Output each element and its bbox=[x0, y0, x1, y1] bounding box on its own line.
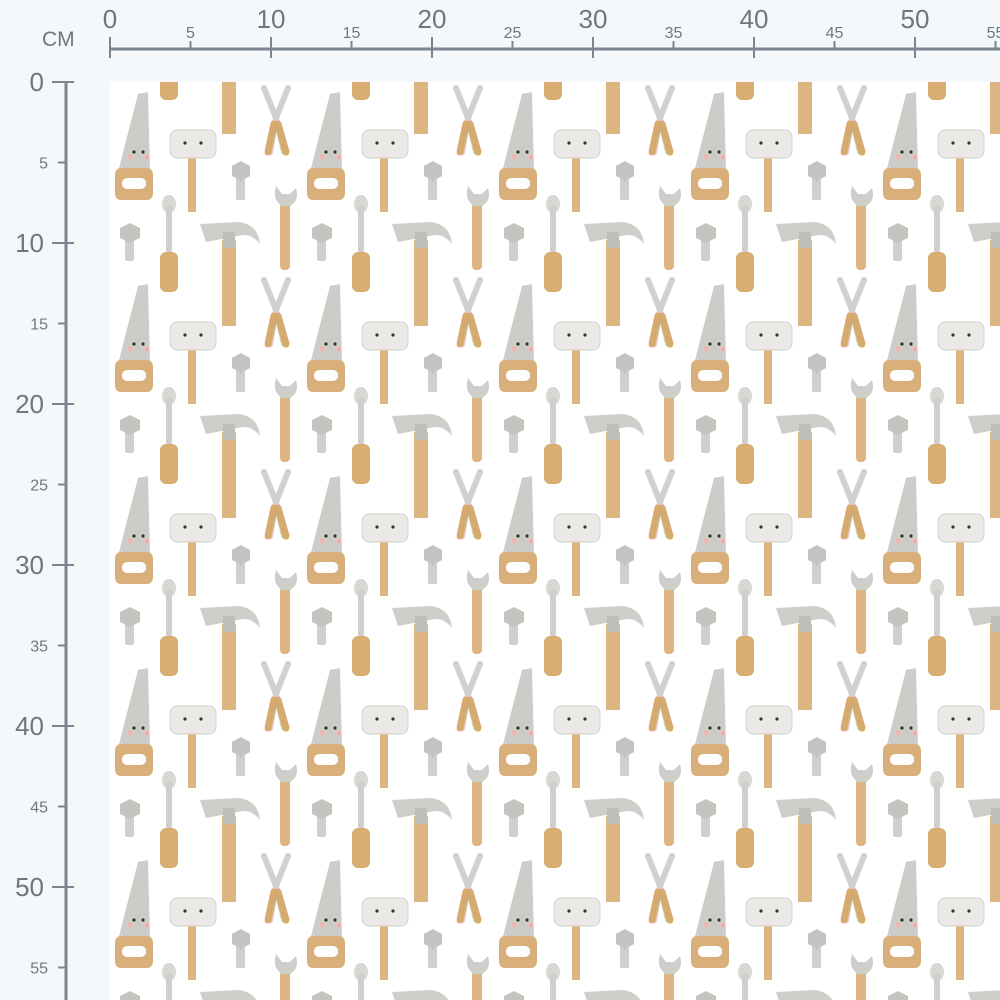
ruler-left-label: 0 bbox=[30, 67, 44, 97]
ruler-left-label: 55 bbox=[30, 961, 48, 978]
ruler-left-label: 30 bbox=[15, 550, 44, 580]
ruler-left-label: 35 bbox=[30, 639, 48, 656]
ruler-top-label: 20 bbox=[418, 4, 447, 34]
unit-label: CM bbox=[42, 28, 75, 51]
ruler-top-label: 10 bbox=[257, 4, 286, 34]
ruler-left-label: 5 bbox=[39, 156, 48, 173]
ruler-top-label: 15 bbox=[343, 25, 361, 42]
ruler-top-label: 55 bbox=[987, 25, 1000, 42]
ruler-top-label: 0 bbox=[103, 4, 117, 34]
ruler-top-label: 35 bbox=[665, 25, 683, 42]
ruler-left-label: 50 bbox=[15, 872, 44, 902]
ruler-left-label: 40 bbox=[15, 711, 44, 741]
ruler-left-label: 15 bbox=[30, 317, 48, 334]
ruler-left-label: 20 bbox=[15, 389, 44, 419]
ruler-left-label: 10 bbox=[15, 228, 44, 258]
ruler-top-label: 30 bbox=[579, 4, 608, 34]
ruler-left-label: 25 bbox=[30, 478, 48, 495]
ruler-top-label: 25 bbox=[504, 25, 522, 42]
ruler-top-label: 5 bbox=[186, 25, 195, 42]
fabric-pattern bbox=[110, 82, 1000, 1000]
ruler-left-label: 45 bbox=[30, 800, 48, 817]
ruler-top-label: 45 bbox=[826, 25, 844, 42]
ruler-left: 0 5 10 15 20 25 30 35 40 45 50 55 bbox=[15, 67, 74, 1000]
ruler-top-label: 40 bbox=[740, 4, 769, 34]
ruler-top: CM 0 5 10 15 20 25 30 35 40 45 50 55 bbox=[42, 4, 1000, 58]
ruler-top-label: 50 bbox=[901, 4, 930, 34]
